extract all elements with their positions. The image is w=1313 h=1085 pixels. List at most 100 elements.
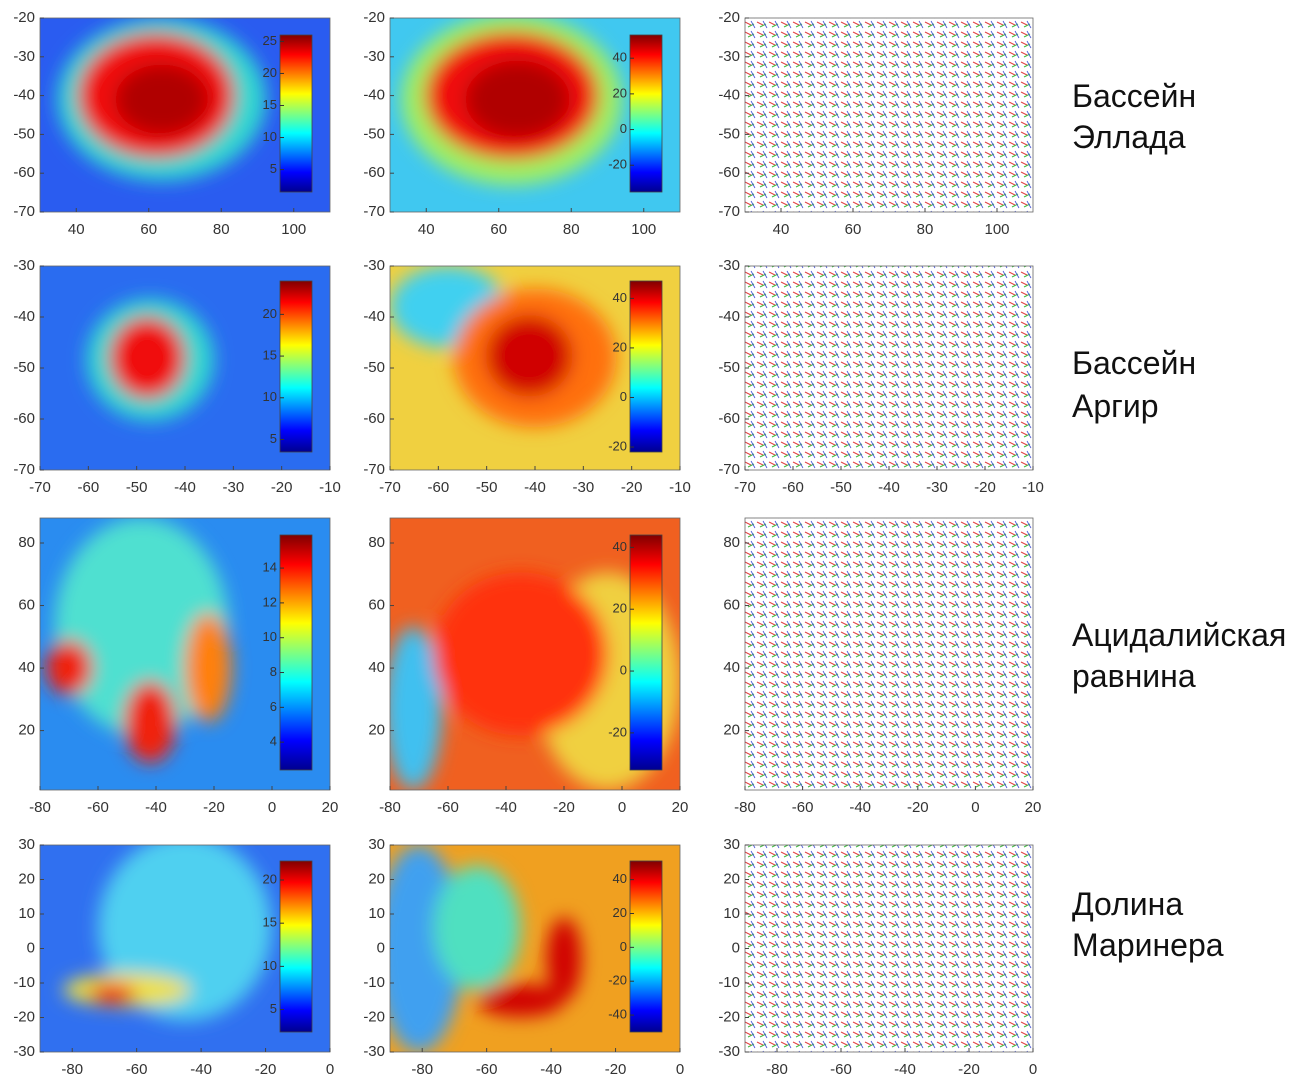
- colorbar-tick-label: 40: [613, 871, 627, 886]
- y-tick-label: -70: [363, 461, 385, 478]
- x-tick-label: -40: [524, 479, 546, 496]
- x-tick-label: -80: [411, 1061, 433, 1078]
- x-tick-label: -20: [605, 1061, 627, 1078]
- x-tick-label: 40: [418, 221, 435, 238]
- x-tick-label: -70: [29, 479, 51, 496]
- x-tick-label: -80: [61, 1061, 83, 1078]
- y-tick-label: -60: [718, 164, 740, 181]
- vector-field: [745, 845, 1033, 1052]
- y-tick-label: 80: [368, 534, 385, 551]
- x-tick-label: -80: [379, 799, 401, 816]
- plot-area: [745, 845, 1033, 1052]
- y-tick-label: -30: [363, 1043, 385, 1060]
- y-tick-label: 60: [18, 597, 35, 614]
- field-region: [124, 681, 176, 763]
- colorbar-tick-label: -40: [608, 1007, 627, 1022]
- vector-field: [745, 266, 1033, 470]
- x-tick-label: -20: [974, 479, 996, 496]
- x-tick-label: 100: [984, 221, 1009, 238]
- field: [402, 14, 622, 185]
- x-tick-label: 0: [1029, 1061, 1037, 1078]
- x-tick-label: -20: [553, 799, 575, 816]
- colorbar-tick-label: 40: [613, 50, 627, 65]
- colorbar: [280, 35, 312, 192]
- x-tick-label: -60: [792, 799, 814, 816]
- x-tick-label: -40: [894, 1061, 916, 1078]
- x-tick-label: -40: [495, 799, 517, 816]
- x-tick-label: 0: [676, 1061, 684, 1078]
- x-tick-label: -40: [190, 1061, 212, 1078]
- x-tick-label: -60: [427, 479, 449, 496]
- colorbar-tick-label: 4: [270, 734, 277, 749]
- y-tick-label: 20: [368, 722, 385, 739]
- x-tick-label: 80: [917, 221, 934, 238]
- x-tick-label: -10: [669, 479, 691, 496]
- x-tick-label: 60: [490, 221, 507, 238]
- y-tick-label: -10: [718, 974, 740, 991]
- row-label: Маринера: [1072, 927, 1224, 963]
- x-tick-label: -60: [126, 1061, 148, 1078]
- row-label: Долина: [1072, 886, 1183, 922]
- vector-field: [745, 18, 1033, 212]
- y-tick-label: -60: [13, 410, 35, 427]
- x-tick-label: -30: [222, 479, 244, 496]
- y-tick-label: 0: [732, 939, 740, 956]
- colorbar-tick-label: 25: [263, 33, 277, 48]
- x-tick-label: -30: [572, 479, 594, 496]
- colorbar: [630, 281, 662, 452]
- colorbar-tick-label: -20: [608, 973, 627, 988]
- y-tick-label: -40: [13, 308, 35, 325]
- x-tick-label: -60: [87, 799, 109, 816]
- field-region: [434, 572, 608, 735]
- field-region: [110, 317, 185, 399]
- colorbar-tick-label: 20: [263, 871, 277, 886]
- y-tick-label: -60: [363, 164, 385, 181]
- x-tick-label: 20: [672, 799, 689, 816]
- x-tick-label: -50: [126, 479, 148, 496]
- colorbar-tick-label: 15: [263, 915, 277, 930]
- x-tick-label: -60: [782, 479, 804, 496]
- x-tick-label: -70: [379, 479, 401, 496]
- field: [86, 299, 214, 421]
- plot-area: [745, 18, 1033, 212]
- colorbar: [630, 35, 662, 192]
- y-tick-label: 30: [368, 836, 385, 853]
- y-tick-label: -20: [363, 1008, 385, 1025]
- colorbar: [280, 281, 312, 452]
- colorbar-tick-label: 0: [620, 121, 627, 136]
- y-tick-label: -60: [363, 410, 385, 427]
- colorbar-tick-label: 10: [263, 958, 277, 973]
- colorbar-tick-label: -20: [608, 724, 627, 739]
- row-label: Аргир: [1072, 388, 1158, 424]
- x-tick-label: 40: [68, 221, 85, 238]
- y-tick-label: -70: [13, 461, 35, 478]
- field-region: [465, 61, 569, 139]
- y-tick-label: -20: [363, 9, 385, 26]
- y-tick-label: 20: [18, 722, 35, 739]
- colorbar-tick-label: 10: [263, 129, 277, 144]
- colorbar: [280, 535, 312, 770]
- colorbar-tick-label: 10: [263, 629, 277, 644]
- x-tick-label: -50: [476, 479, 498, 496]
- y-tick-label: -30: [718, 257, 740, 274]
- y-tick-label: -30: [13, 48, 35, 65]
- colorbar-tick-label: 5: [270, 431, 277, 446]
- colorbar-tick-label: 8: [270, 664, 277, 679]
- colorbar-tick-label: 15: [263, 97, 277, 112]
- y-tick-label: 10: [368, 905, 385, 922]
- x-tick-label: -20: [907, 799, 929, 816]
- panel: -2002040-70-60-50-40-30-70-60-50-40-30-2…: [363, 257, 691, 496]
- colorbar-tick-label: 40: [613, 290, 627, 305]
- x-tick-label: 20: [322, 799, 339, 816]
- panel: 5101520-70-60-50-40-30-70-60-50-40-30-20…: [13, 257, 341, 496]
- y-tick-label: 80: [723, 534, 740, 551]
- plot-area: [745, 518, 1033, 790]
- panel: -70-60-50-40-30-70-60-50-40-30-20-10: [718, 257, 1044, 496]
- colorbar: [630, 861, 662, 1032]
- x-tick-label: 0: [268, 799, 276, 816]
- y-tick-label: 30: [723, 836, 740, 853]
